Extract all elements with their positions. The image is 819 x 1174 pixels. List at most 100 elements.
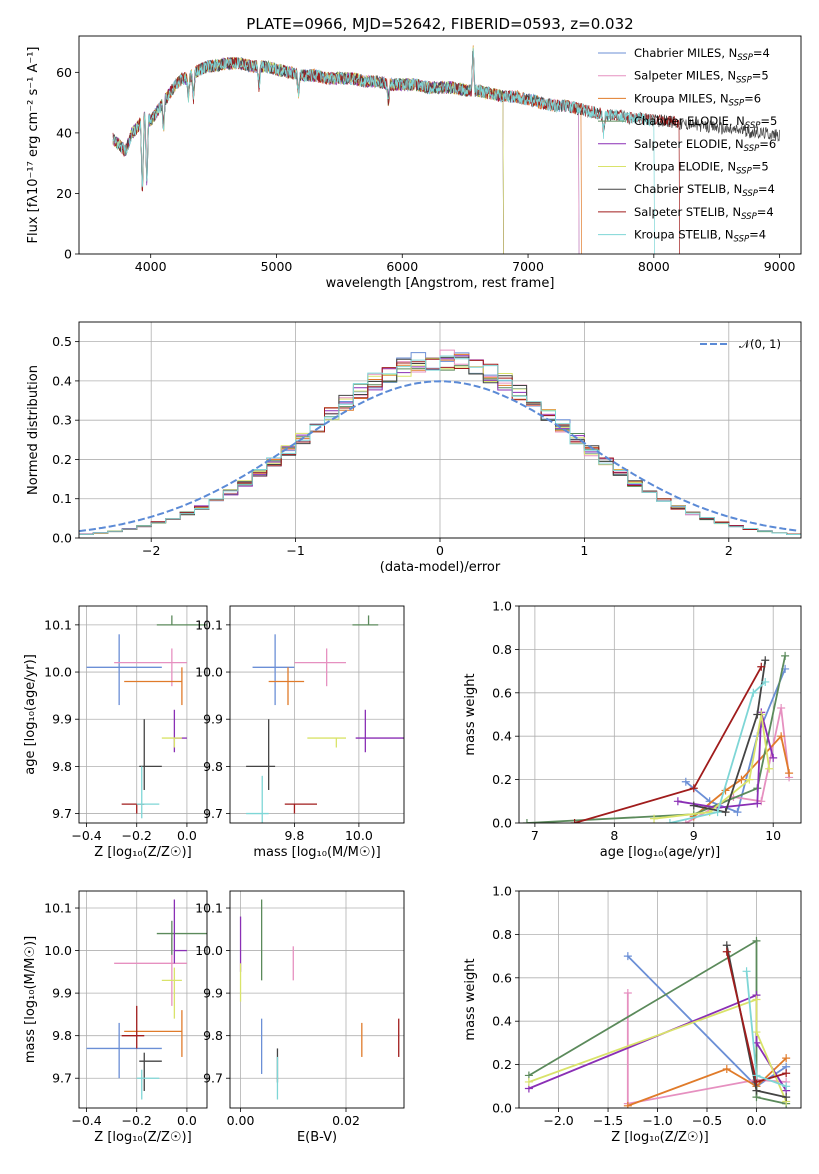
y-tick-label: 9.7: [203, 1071, 223, 1086]
x-axis-label: Z [log₁₀(Z/Z☉)]: [94, 845, 191, 860]
mass-weight-point: [681, 777, 690, 786]
mass-weight-point: [689, 801, 698, 810]
mass-weight-point: [745, 775, 754, 784]
x-tick-label: −2.0: [543, 1113, 573, 1128]
mass-weight-series: [627, 1057, 787, 1107]
y-axis-label: mass weight: [463, 673, 478, 755]
y-tick-label: 9.8: [52, 1028, 72, 1043]
mass-weight-point: [742, 967, 751, 976]
mass-weight-point: [650, 814, 659, 823]
normal-reference-curve: [79, 380, 799, 533]
mass-weight-point: [752, 936, 761, 945]
axes-frame: [78, 890, 208, 1109]
y-tick-label: 0.8: [492, 642, 512, 657]
mass-weight-point: [753, 799, 762, 808]
x-tick-label: −1: [286, 543, 304, 558]
x-axis-label: E(B-V): [297, 1130, 337, 1145]
legend-entry: Salpeter STELIB, NSSP=4: [634, 205, 774, 222]
mass-weight-point: [782, 1069, 791, 1078]
y-tick-label: 0: [64, 247, 72, 262]
x-tick-label: 8000: [638, 259, 670, 274]
y-tick-label: 40: [56, 125, 72, 140]
x-axis-label: Z [log₁₀(Z/Z☉)]: [94, 1130, 191, 1145]
spectrum-plot-area: [112, 45, 780, 254]
y-tick-label: 10.0: [44, 665, 72, 680]
mass-weight-point: [673, 797, 682, 806]
mass-weight-point: [749, 688, 758, 697]
y-axis-label: mass weight: [463, 958, 478, 1040]
y-axis-label: mass [log₁₀(M/M☉)]: [23, 936, 38, 1063]
y-tick-label: 20: [56, 186, 72, 201]
y-tick-label: 0.5: [52, 334, 72, 349]
y-tick-label: 10.0: [44, 943, 72, 958]
mass-weight-series: [669, 681, 766, 823]
mass-vs-ebv-plot-area: [239, 899, 400, 1100]
x-tick-label: 0.00: [227, 1113, 255, 1128]
y-tick-label: 0.0: [492, 816, 512, 831]
mass-vs-ebv-axes: 0.00 0.02 9.7 9.8 9.9 10.0 10.1 E(B-V): [195, 890, 405, 1145]
mass-weight-point: [737, 775, 746, 784]
y-tick-label: 0.4: [492, 729, 512, 744]
x-tick-label: 9: [690, 828, 698, 843]
mass-weight-point: [722, 947, 731, 956]
mass-weight-point: [761, 656, 770, 665]
x-tick-label: 10: [765, 828, 781, 843]
mass-weight-point: [757, 797, 766, 806]
x-tick-label: 10.0: [345, 828, 373, 843]
histogram-series: [79, 355, 801, 535]
y-tick-label: 9.8: [203, 759, 223, 774]
y-axis-label: Flux [fλ10⁻¹⁷ erg cm⁻² s⁻¹ A⁻¹]: [26, 47, 41, 244]
mass-weight-point: [623, 952, 632, 961]
y-tick-label: 9.7: [52, 806, 72, 821]
y-tick-label: 9.8: [52, 759, 72, 774]
mass-weight-point: [665, 819, 674, 823]
age-vs-Z-axes: −0.4 −0.2 0.0 9.7 9.8 9.9 10.0 10.1 Z [log₁₀(Z/Z…: [23, 605, 208, 860]
y-tick-label: 9.7: [52, 1071, 72, 1086]
mass-weight-point: [782, 1082, 791, 1091]
mass-weight-point: [753, 710, 762, 719]
mass-weight-point: [713, 808, 722, 817]
axes-frame: [78, 321, 802, 539]
x-tick-label: 7000: [512, 259, 544, 274]
y-tick-label: 10.1: [195, 901, 223, 916]
axes-frame: [518, 890, 802, 1109]
legend-entry: 𝒩(0, 1): [739, 337, 781, 351]
mass-weight-point: [781, 651, 790, 660]
mass-weight-point: [765, 764, 774, 773]
spectrum-series-line: [112, 50, 504, 254]
y-tick-label: 9.9: [203, 712, 223, 727]
x-tick-label: 0: [436, 543, 444, 558]
mass-weight-point: [752, 1071, 761, 1080]
mass-weight-point: [782, 1054, 791, 1063]
y-tick-label: 0.1: [52, 491, 72, 506]
axes-frame: [229, 890, 405, 1109]
mass-weight-series: [693, 660, 767, 814]
x-tick-label: −1.0: [642, 1113, 672, 1128]
y-tick-label: 0.3: [52, 413, 72, 428]
x-tick-label: −0.2: [122, 828, 152, 843]
y-tick-label: 1.0: [492, 599, 512, 614]
spectrum-axes: 4000 5000 6000 7000 8000 9000 0 20 40 60 wavelengt…: [26, 35, 802, 291]
y-tick-label: 0.6: [492, 970, 512, 985]
x-tick-label: −0.5: [692, 1113, 722, 1128]
y-tick-label: 10.0: [195, 665, 223, 680]
age-vs-mass-axes: 9.8 10.0 9.7 9.8 9.9 10.0 10.1 mass [log₁₀(M/M☉…: [195, 605, 405, 860]
x-tick-label: −0.2: [122, 1113, 152, 1128]
massweight-vs-Z-axes: −2.0 −1.5 −1.0 −0.5 0.0 0.0 0.2 0.4 0.6 0.8 1.0 Z […: [463, 884, 802, 1145]
x-axis-label: (data-model)/error: [380, 560, 501, 575]
axes-frame: [518, 605, 802, 824]
mass-weight-point: [623, 1101, 632, 1108]
massweight-vs-age-axes: 7 8 9 10 0.0 0.2 0.4 0.6 0.8 1.0 age [log₁₀(age/yr…: [463, 599, 802, 860]
mass-weight-point: [785, 769, 794, 778]
x-axis-label: Z [log₁₀(Z/Z☉)]: [611, 1130, 708, 1145]
spectrum-legend: Chabrier MILES, NSSP=4 Salpeter MILES, NS…: [598, 46, 777, 245]
legend-entry: Chabrier MILES, NSSP=4: [634, 46, 770, 63]
x-tick-label: 0.02: [332, 1113, 360, 1128]
y-tick-label: 10.1: [195, 617, 223, 632]
x-tick-label: −1.5: [593, 1113, 623, 1128]
mass-weight-point: [761, 677, 770, 686]
axes-frame: [78, 35, 802, 255]
y-tick-label: 9.8: [203, 1028, 223, 1043]
y-tick-label: 0.2: [492, 1057, 512, 1072]
